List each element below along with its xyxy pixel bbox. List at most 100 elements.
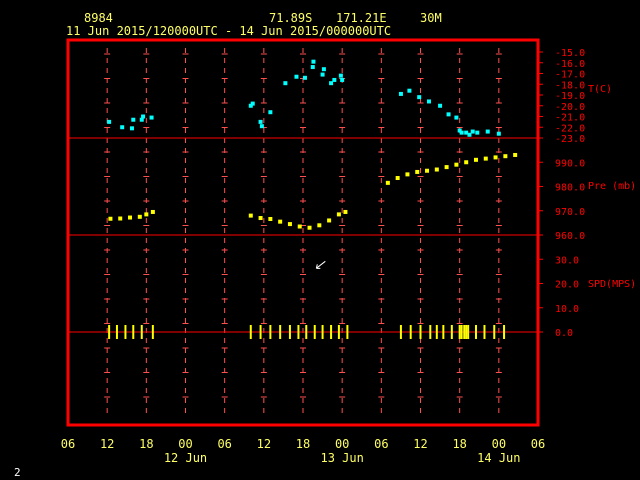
y-tick-label: -23.0	[555, 134, 585, 145]
temperature-point	[398, 91, 403, 96]
y-tick-label: -17.0	[555, 70, 585, 81]
pressure-point	[343, 209, 348, 214]
pressure-point	[454, 162, 459, 167]
temperature-point	[467, 132, 472, 137]
pressure-point	[278, 219, 283, 224]
date-range: 11 Jun 2015/120000UTC - 14 Jun 2015/0000…	[66, 24, 392, 38]
temperature-point	[139, 117, 144, 122]
temperature-point	[464, 130, 469, 135]
y-tick-label: 970.0	[555, 207, 585, 218]
temperature-point	[485, 129, 490, 134]
temperature-point	[457, 128, 462, 133]
x-tick-label: 12	[257, 437, 271, 451]
x-tick-label: 18	[296, 437, 310, 451]
temperature-point	[107, 119, 112, 124]
pressure-point	[137, 214, 142, 219]
y-tick-label: 980.0	[555, 183, 585, 194]
temperature-point	[141, 114, 146, 119]
temperature-point	[407, 88, 412, 93]
page-number: 2	[14, 466, 21, 479]
y-tick-label: -18.0	[555, 80, 585, 91]
pressure-point	[395, 176, 400, 181]
pressure-point	[317, 223, 322, 228]
temperature-point	[250, 101, 255, 106]
temperature-point	[320, 72, 325, 77]
temperature-point	[294, 74, 299, 79]
temperature-point	[340, 77, 345, 82]
y-tick-label: -15.0	[555, 48, 585, 59]
x-tick-label: 00	[178, 437, 192, 451]
pressure-point	[327, 218, 332, 223]
x-date-label: 12 Jun	[164, 451, 207, 465]
y-tick-label: -21.0	[555, 113, 585, 124]
temperature-point	[475, 130, 480, 135]
x-tick-label: 06	[531, 437, 545, 451]
wind-arrow-icon	[315, 260, 326, 269]
x-date-label: 13 Jun	[320, 451, 363, 465]
temperature-point	[470, 129, 475, 134]
y-tick-label: 10.0	[555, 304, 579, 315]
temperature-point	[426, 99, 431, 104]
pressure-point	[128, 215, 133, 220]
x-tick-label: 18	[452, 437, 466, 451]
pressure-point	[150, 209, 155, 214]
pressure-point	[425, 168, 430, 173]
temperature-point	[302, 75, 307, 80]
temperature-point	[496, 131, 501, 136]
station-id: 8984	[84, 11, 113, 25]
temperature-point	[311, 59, 316, 64]
pressure-point	[268, 216, 273, 221]
y-tick-label: 0.0	[555, 328, 573, 339]
pressure-point	[444, 165, 449, 170]
pressure-point	[405, 172, 410, 177]
temperature-point	[120, 125, 125, 130]
x-date-label: 14 Jun	[477, 451, 520, 465]
x-tick-label: 06	[61, 437, 75, 451]
axis-label-pressure: Pre (mb)	[588, 181, 636, 192]
y-tick-label: 30.0	[555, 255, 579, 266]
temperature-point	[258, 119, 263, 124]
pressure-point	[108, 216, 113, 221]
y-tick-label: -19.0	[555, 91, 585, 102]
temperature-point	[310, 65, 315, 70]
x-tick-label: 06	[217, 437, 231, 451]
x-tick-label: 12	[413, 437, 427, 451]
axis-label-wind: SPD(MPS)	[588, 279, 636, 290]
temperature-point	[131, 117, 136, 122]
pressure-point	[483, 156, 488, 161]
pressure-point	[434, 167, 439, 172]
pressure-point	[144, 212, 149, 217]
plot-frame	[66, 38, 540, 427]
pressure-point	[464, 160, 469, 165]
y-tick-label: 990.0	[555, 158, 585, 169]
temperature-point	[329, 81, 334, 86]
longitude: 171.21E	[336, 11, 387, 25]
pressure-point	[307, 225, 312, 230]
y-tick-label: -22.0	[555, 123, 585, 134]
temperature-point	[446, 112, 451, 117]
temperature-point	[332, 77, 337, 82]
pressure-point	[493, 155, 498, 160]
pressure-point	[297, 224, 302, 229]
pressure-point	[336, 212, 341, 217]
elevation: 30M	[420, 11, 442, 25]
temperature-point	[129, 126, 134, 131]
latitude: 71.89S	[269, 11, 313, 25]
temperature-point	[438, 103, 443, 108]
axis-label-temperature: T(C)	[588, 84, 612, 95]
temperature-point	[268, 110, 273, 115]
x-tick-label: 06	[374, 437, 388, 451]
x-tick-label: 00	[335, 437, 349, 451]
x-tick-label: 12	[100, 437, 114, 451]
temperature-point	[248, 103, 253, 108]
pressure-point	[503, 154, 508, 159]
temperature-point	[259, 124, 264, 129]
temperature-point	[459, 130, 464, 135]
temperature-point	[321, 67, 326, 72]
temperature-point	[454, 115, 459, 120]
pressure-point	[287, 222, 292, 227]
pressure-point	[473, 157, 478, 162]
y-tick-label: 20.0	[555, 280, 579, 291]
x-tick-label: 00	[492, 437, 506, 451]
